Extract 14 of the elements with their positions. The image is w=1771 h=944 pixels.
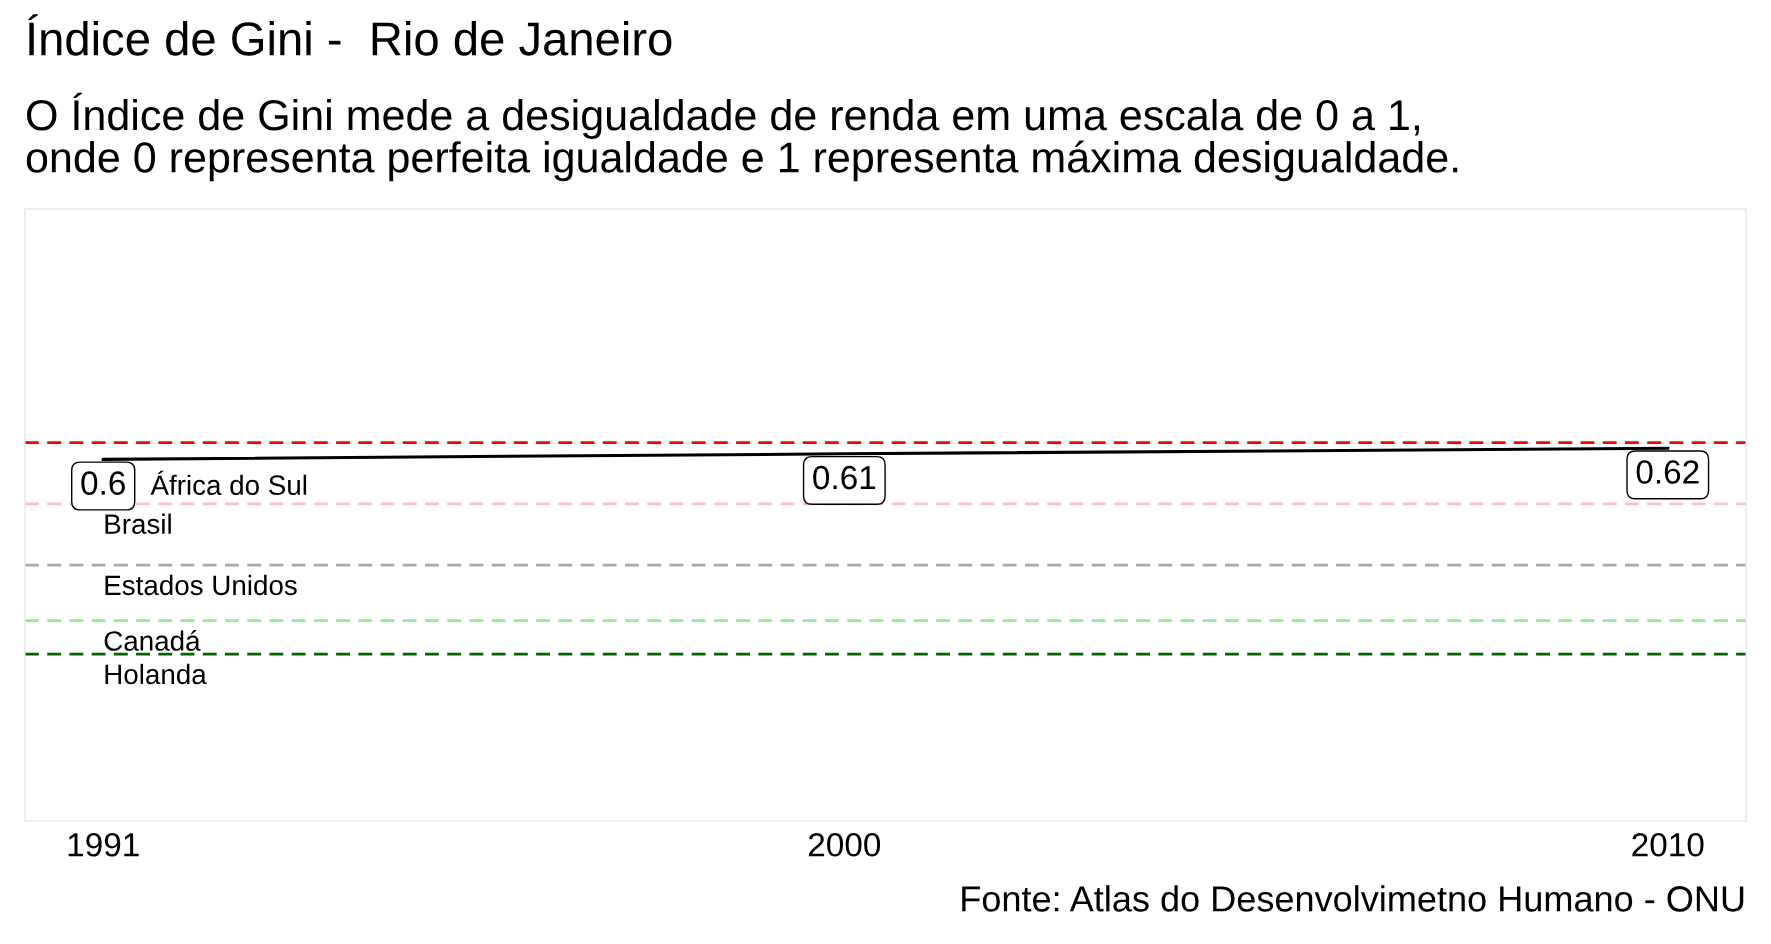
ref-line-label: África do Sul <box>150 470 307 496</box>
ref-line-label: Canadá <box>104 630 201 651</box>
ref-line-label: Holanda <box>105 663 207 685</box>
x-tick-label: 2000 <box>808 832 881 857</box>
ref-line-label: Estados Unidos <box>105 574 297 596</box>
ref-line-label: Brasil <box>105 513 171 534</box>
x-tick-label: 1991 <box>68 832 139 857</box>
data-label: 0.6 <box>81 471 125 495</box>
x-tick-label: 2010 <box>1632 832 1704 857</box>
chart-subtitle: O Índice de Gini mede a desigualdade de renda em uma escala de 0 a 1, onde 0 representa perfeita igualdade e 1 representa máxima desigualdade. <box>26 92 1458 182</box>
data-label: 0.61 <box>813 465 876 490</box>
source-note: Fonte: Atlas do Desenvolvimetno Humano - ONU <box>962 885 1744 912</box>
data-label: 0.62 <box>1636 460 1699 484</box>
chart-title: Índice de Gini - Rio de Janeiro <box>28 14 672 56</box>
